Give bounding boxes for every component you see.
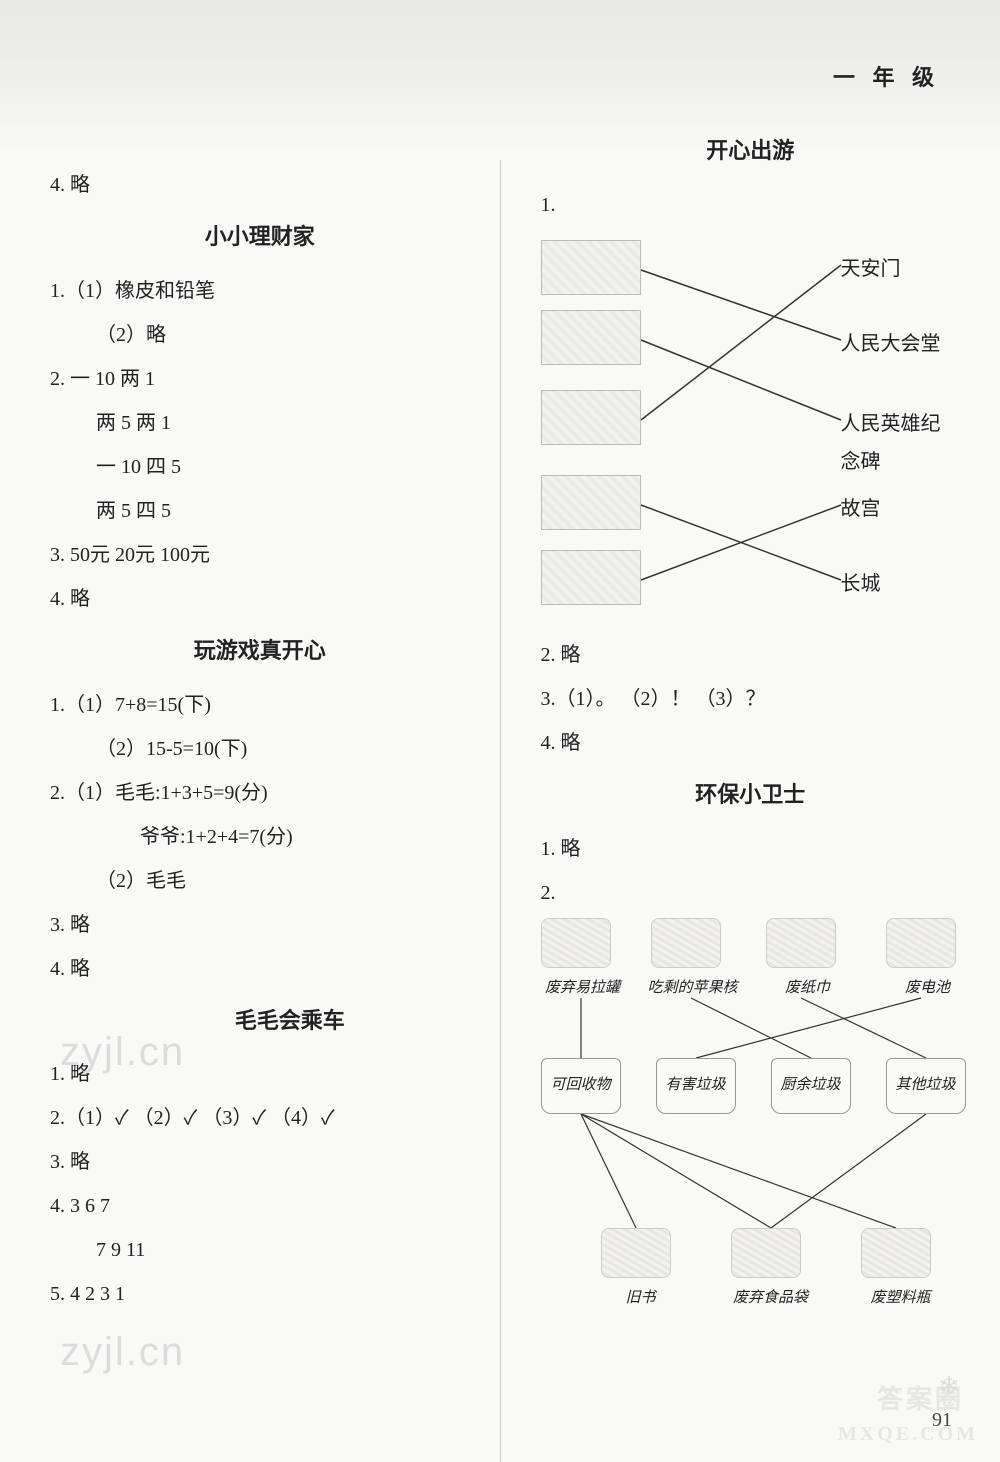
text: 爷爷:1+2+4=7(分) xyxy=(50,818,470,856)
trash-bin: 其他垃圾 xyxy=(886,1058,966,1114)
trash-bin: 厨余垃圾 xyxy=(771,1058,851,1114)
section-title-eco: 环保小卫士 xyxy=(541,774,961,816)
content: 4. 略 小小理财家 1.（1）橡皮和铅笔 （2）略 2. 一 10 两 1 两… xyxy=(0,160,1000,1462)
trash-item-image xyxy=(541,918,611,968)
trash-item-label: 吃剩的苹果核 xyxy=(643,974,743,1003)
trash-item-label: 废纸巾 xyxy=(758,974,858,1003)
corner-watermark: MXQE.COM xyxy=(838,1423,978,1446)
landmark-image xyxy=(541,475,641,530)
travel-matching-diagram: 天安门人民大会堂人民英雄纪念碑故宫长城 xyxy=(541,230,961,630)
landmark-label: 长城 xyxy=(841,565,881,603)
text: 1.（1）7+8=15(下) xyxy=(50,686,470,724)
text: 4. 略 xyxy=(541,724,961,762)
text: 3. 略 xyxy=(50,1143,470,1181)
text: 5. 4 2 3 1 xyxy=(50,1275,470,1313)
text: 两 5 两 1 xyxy=(50,404,470,442)
trash-item-image xyxy=(766,918,836,968)
snowflake-icon: ❄ xyxy=(938,1372,960,1402)
text: 3.（1）。 （2）！ （3）？ xyxy=(541,680,961,718)
text: 4. 略 xyxy=(50,166,470,204)
trash-item-label: 废弃食品袋 xyxy=(721,1284,821,1313)
section-title-finance: 小小理财家 xyxy=(50,216,470,258)
text: 7 9 11 xyxy=(50,1231,470,1269)
text: 1. xyxy=(541,186,961,224)
text: 1.（1）橡皮和铅笔 xyxy=(50,272,470,310)
text: 2. 略 xyxy=(541,636,961,674)
text: （2）略 xyxy=(50,316,470,354)
trash-bin: 有害垃圾 xyxy=(656,1058,736,1114)
landmark-label: 天安门 xyxy=(841,250,901,288)
landmark-image xyxy=(541,550,641,605)
section-title-game: 玩游戏真开心 xyxy=(50,630,470,672)
text: 两 5 四 5 xyxy=(50,492,470,530)
landmark-label: 故宫 xyxy=(841,490,881,528)
text: 2.（1）毛毛:1+3+5=9(分) xyxy=(50,774,470,812)
trash-item-image xyxy=(601,1228,671,1278)
eco-matching-diagram: 废弃易拉罐吃剩的苹果核废纸巾废电池可回收物有害垃圾厨余垃圾其他垃圾旧书废弃食品袋… xyxy=(541,918,961,1318)
text: 2. xyxy=(541,874,961,912)
page-number: 91 xyxy=(932,1409,952,1432)
text: 4. 略 xyxy=(50,580,470,618)
text: 2. 一 10 两 1 xyxy=(50,360,470,398)
text: 一 10 四 5 xyxy=(50,448,470,486)
trash-bin: 可回收物 xyxy=(541,1058,621,1114)
section-title-travel: 开心出游 xyxy=(541,130,961,172)
trash-item-image xyxy=(886,918,956,968)
trash-item-label: 旧书 xyxy=(591,1284,691,1313)
landmark-label: 人民英雄纪念碑 xyxy=(841,405,961,481)
text: 2.（1）✓ （2）✓ （3）✓ （4）✓ xyxy=(50,1099,470,1137)
text: 1. 略 xyxy=(50,1055,470,1093)
landmark-image xyxy=(541,240,641,295)
grade-label: 一 年 级 xyxy=(833,60,940,92)
trash-item-label: 废电池 xyxy=(878,974,978,1003)
text: （2）15-5=10(下) xyxy=(50,730,470,768)
text: 4. 3 6 7 xyxy=(50,1187,470,1225)
trash-item-image xyxy=(651,918,721,968)
text: 3. 50元 20元 100元 xyxy=(50,536,470,574)
trash-item-image xyxy=(861,1228,931,1278)
text: （2）毛毛 xyxy=(50,862,470,900)
trash-item-label: 废塑料瓶 xyxy=(851,1284,951,1313)
text: 4. 略 xyxy=(50,950,470,988)
trash-item-label: 废弃易拉罐 xyxy=(533,974,633,1003)
section-title-bus: 毛毛会乘车 xyxy=(110,1000,470,1042)
landmark-image xyxy=(541,390,641,445)
landmark-label: 人民大会堂 xyxy=(841,325,941,363)
right-column: 开心出游 1. 天安门人民大会堂人民英雄纪念碑故宫长城 2. 略 3.（1）。 … xyxy=(500,160,1000,1462)
text: 1. 略 xyxy=(541,830,961,868)
left-column: 4. 略 小小理财家 1.（1）橡皮和铅笔 （2）略 2. 一 10 两 1 两… xyxy=(0,160,500,1462)
trash-item-image xyxy=(731,1228,801,1278)
text: 3. 略 xyxy=(50,906,470,944)
landmark-image xyxy=(541,310,641,365)
